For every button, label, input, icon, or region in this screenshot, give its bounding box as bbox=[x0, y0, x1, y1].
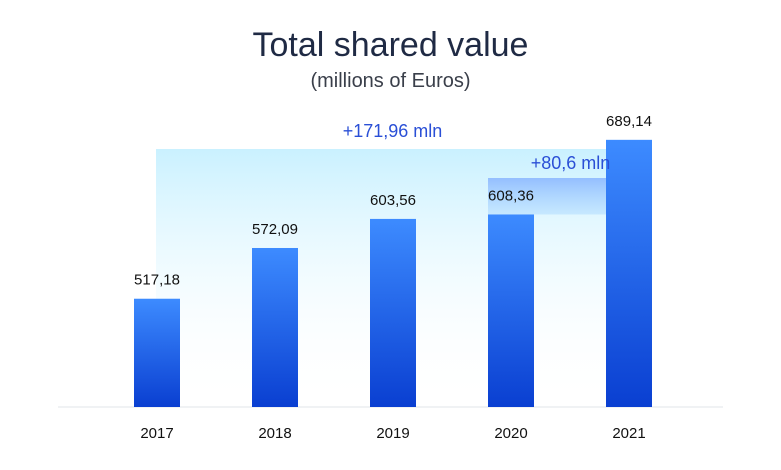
x-tick-label-2017: 2017 bbox=[140, 425, 173, 442]
annotation-band-2 bbox=[488, 178, 629, 215]
value-label-2020: 608,36 bbox=[488, 187, 534, 204]
value-label-2021: 689,14 bbox=[606, 113, 652, 130]
x-tick-label-2020: 2020 bbox=[494, 425, 527, 442]
value-label-2017: 517,18 bbox=[134, 272, 180, 289]
bar-2019 bbox=[370, 218, 416, 407]
bar-2018 bbox=[252, 247, 298, 407]
bar-2020 bbox=[488, 214, 534, 407]
value-label-2018: 572,09 bbox=[252, 221, 298, 238]
value-label-2019: 603,56 bbox=[370, 192, 416, 209]
x-tick-label-2021: 2021 bbox=[612, 425, 645, 442]
chart-subtitle: (millions of Euros) bbox=[310, 70, 471, 92]
x-tick-label-2019: 2019 bbox=[376, 425, 409, 442]
chart-title: Total shared value bbox=[252, 26, 529, 64]
bar-2017 bbox=[134, 298, 180, 407]
x-tick-label-2018: 2018 bbox=[258, 425, 291, 442]
annotation-label-2: +80,6 mln bbox=[531, 153, 611, 173]
bar-2021 bbox=[606, 139, 652, 407]
annotation-label-1: +171,96 mln bbox=[343, 121, 443, 141]
